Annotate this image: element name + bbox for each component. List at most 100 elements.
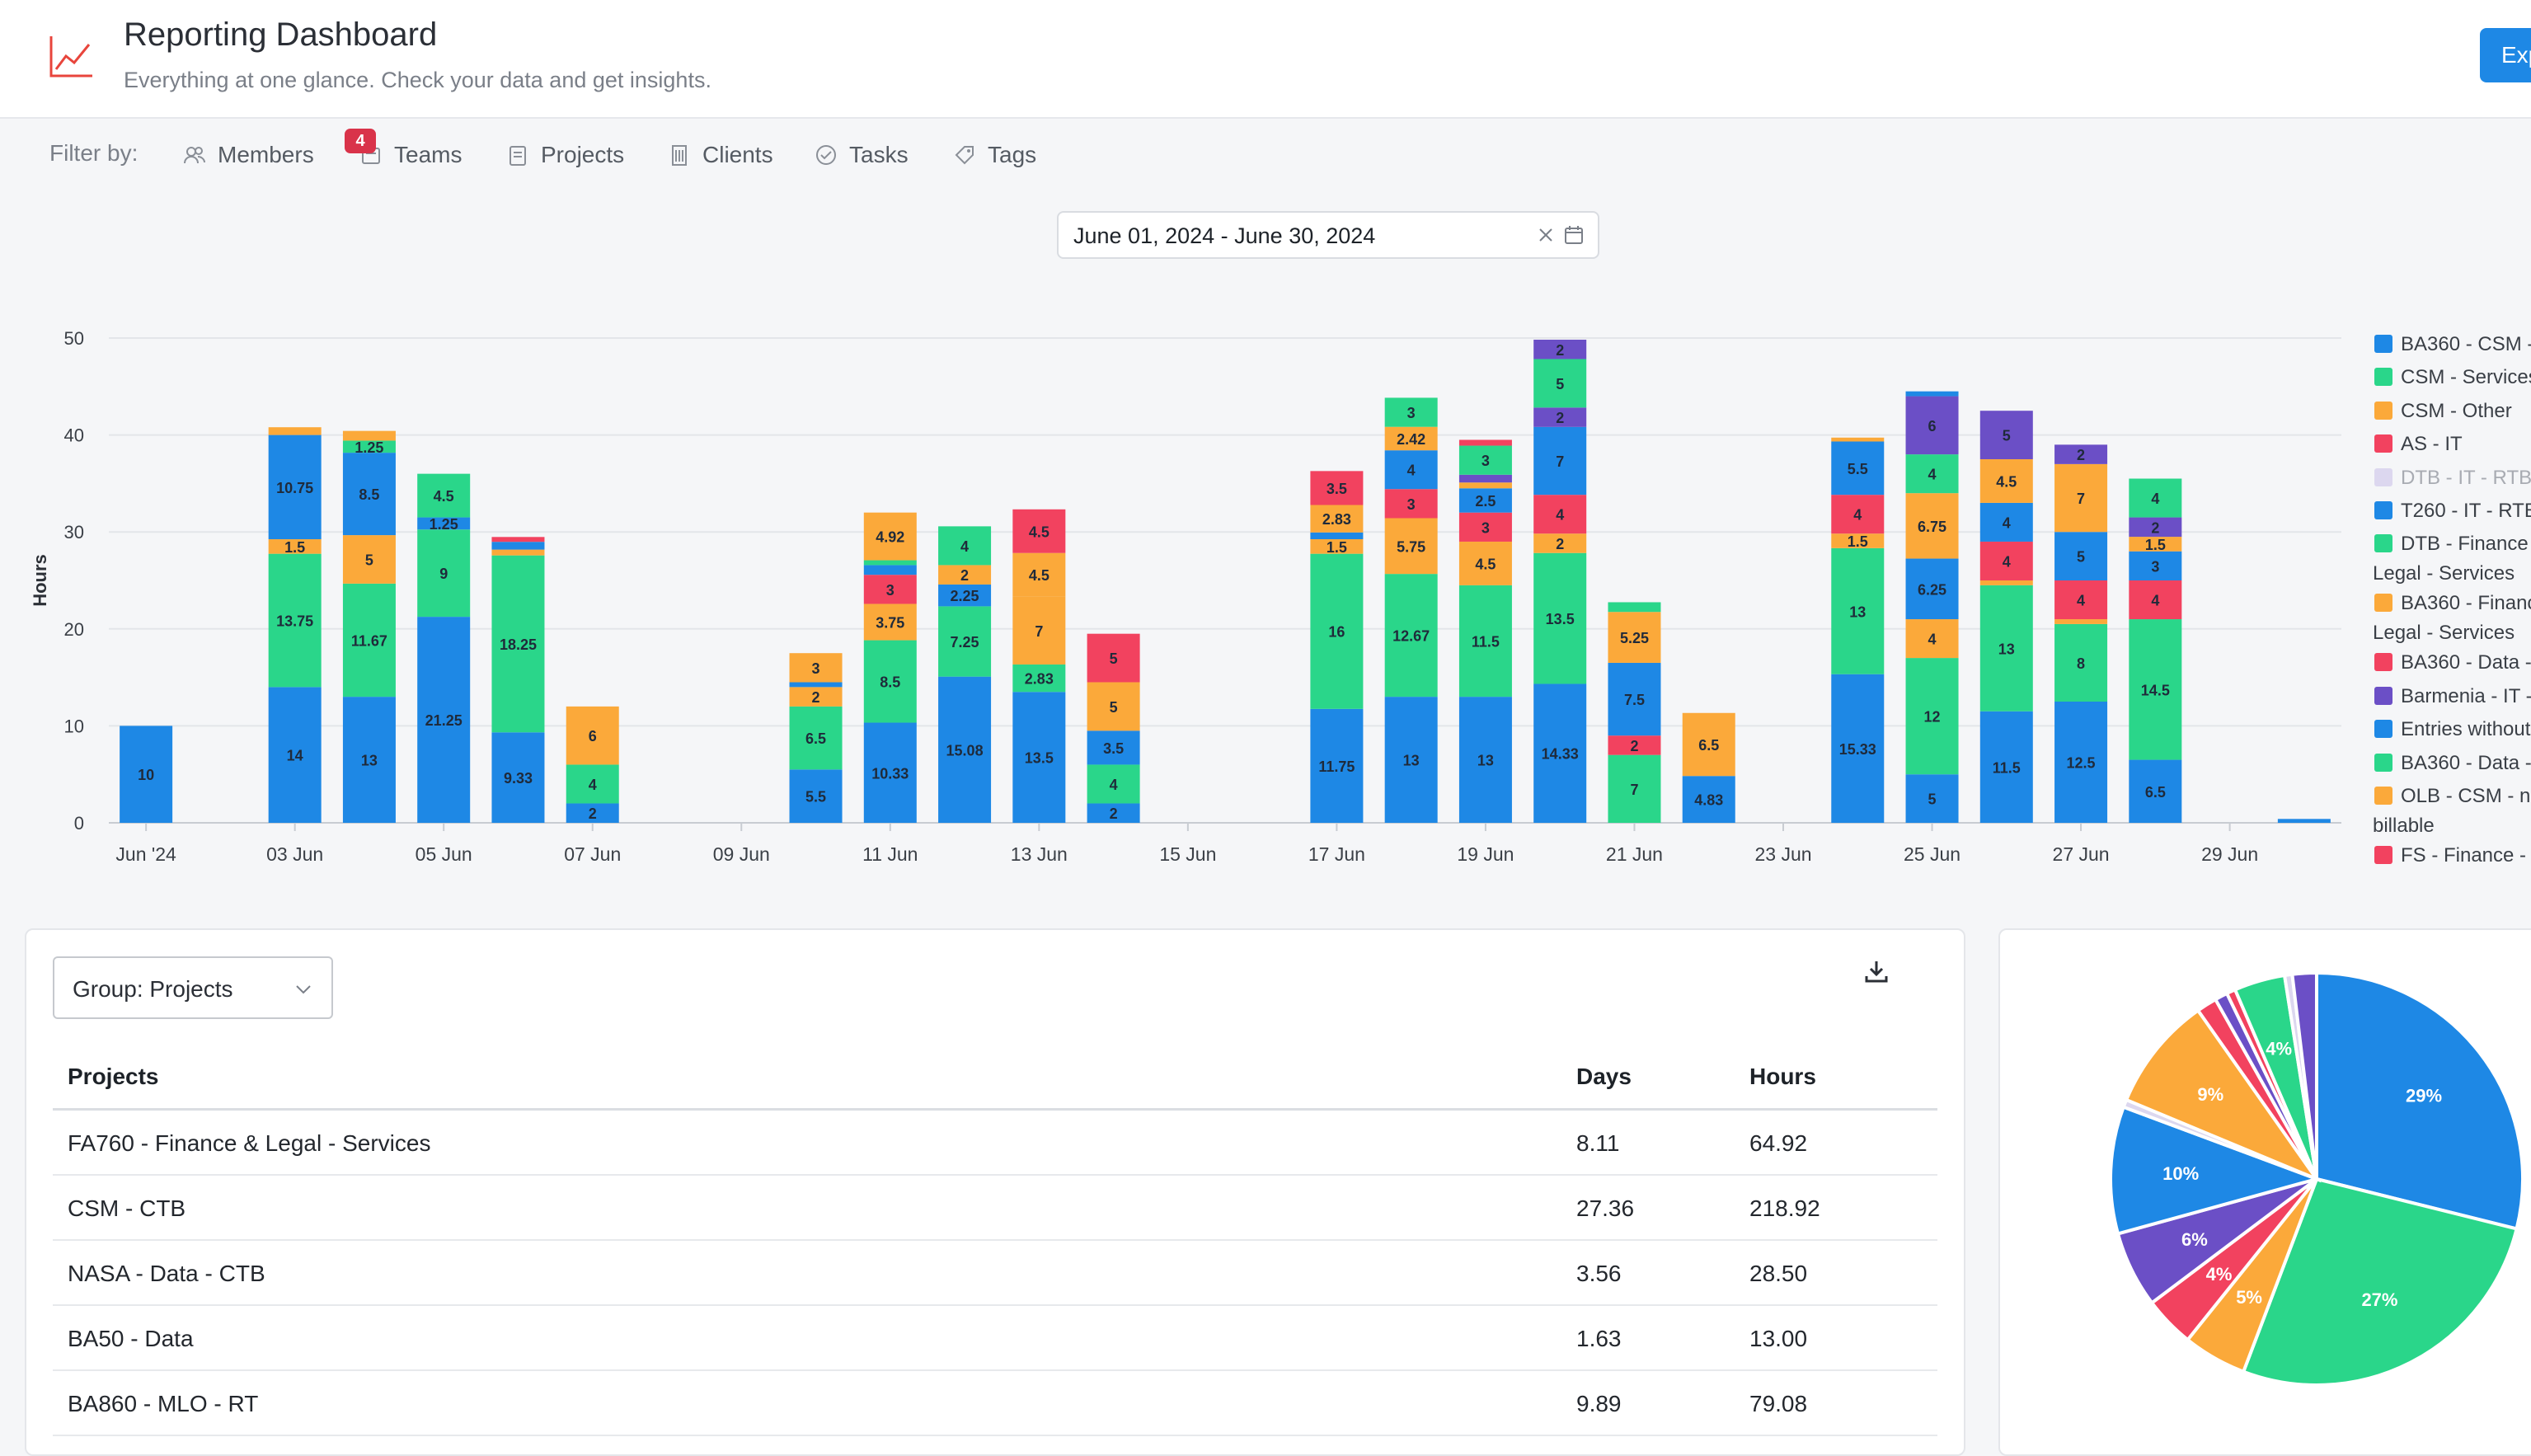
table-row[interactable]: BA860 - MLO - RT 9.89 79.08 <box>53 1371 1937 1436</box>
bar-segment[interactable] <box>1979 711 2033 823</box>
bar-segment[interactable] <box>417 617 471 823</box>
bar-segment[interactable] <box>1831 533 1885 548</box>
bar-segment[interactable] <box>2054 623 2108 702</box>
bar-segment[interactable] <box>1012 509 1066 553</box>
legend-item[interactable]: Entries without <box>2374 718 2530 741</box>
bar-segment[interactable] <box>1905 558 1959 620</box>
bar-segment[interactable] <box>1533 495 1587 534</box>
pie-slice[interactable] <box>2124 1007 2322 1183</box>
download-icon[interactable] <box>1863 958 1890 984</box>
bar-segment[interactable] <box>1905 391 1959 397</box>
calendar-icon[interactable] <box>1563 224 1585 246</box>
pie-slice[interactable] <box>2315 970 2524 1231</box>
bar-segment[interactable] <box>938 526 992 566</box>
date-range-picker[interactable]: June 01, 2024 - June 30, 2024 <box>1057 211 1599 259</box>
bar-segment[interactable] <box>1905 658 1959 775</box>
bar-segment[interactable] <box>863 575 917 604</box>
bar-segment[interactable] <box>863 560 917 566</box>
bar-segment[interactable] <box>1533 407 1587 427</box>
bar-segment[interactable] <box>938 584 992 607</box>
bar-segment[interactable] <box>1458 512 1512 542</box>
bar-segment[interactable] <box>1384 697 1438 823</box>
bar-segment[interactable] <box>1831 441 1885 496</box>
bar-segment[interactable] <box>417 517 471 530</box>
bar-segment[interactable] <box>268 427 322 435</box>
bar-segment[interactable] <box>1087 682 1140 731</box>
bar-segment[interactable] <box>1310 708 1364 823</box>
bar-segment[interactable] <box>342 697 396 823</box>
bar-segment[interactable] <box>1087 730 1140 765</box>
bar-segment[interactable] <box>2129 551 2182 580</box>
bar-segment[interactable] <box>863 640 917 723</box>
bar-segment[interactable] <box>1310 471 1364 505</box>
bar-segment[interactable] <box>1087 803 1140 823</box>
filter-teams[interactable]: Teams <box>359 142 462 168</box>
bar-segment[interactable] <box>1979 580 2033 585</box>
bar-segment[interactable] <box>1979 411 2033 459</box>
bar-segment[interactable] <box>1458 488 1512 513</box>
bar-segment[interactable] <box>1905 493 1959 559</box>
bar-segment[interactable] <box>1458 482 1512 489</box>
legend-item[interactable]: BA360 - CSM - <box>2374 333 2531 356</box>
bar-segment[interactable] <box>1533 533 1587 553</box>
bar-segment[interactable] <box>1012 552 1066 597</box>
legend-item[interactable]: BA360 - Data - <box>2374 752 2531 775</box>
bar-segment[interactable] <box>1384 518 1438 575</box>
bar-segment[interactable] <box>1831 674 1885 823</box>
bar-segment[interactable] <box>2054 702 2108 823</box>
bar-segment[interactable] <box>1458 445 1512 475</box>
bar-segment[interactable] <box>1458 439 1512 446</box>
bar-segment[interactable] <box>2277 819 2331 823</box>
bar-segment[interactable] <box>342 535 396 584</box>
bar-segment[interactable] <box>491 537 545 542</box>
bar-segment[interactable] <box>1012 664 1066 693</box>
pie-slice[interactable] <box>2241 1177 2519 1387</box>
bar-segment[interactable] <box>1384 426 1438 451</box>
bar-segment[interactable] <box>120 726 173 823</box>
bar-segment[interactable] <box>1831 547 1885 674</box>
bar-segment[interactable] <box>1979 541 2033 580</box>
legend-item[interactable]: T260 - IT - RTB <box>2374 500 2531 523</box>
bar-segment[interactable] <box>1458 697 1512 823</box>
bar-segment[interactable] <box>1012 692 1066 823</box>
bar-segment[interactable] <box>1682 776 1735 823</box>
bar-segment[interactable] <box>1979 502 2033 542</box>
bar-segment[interactable] <box>1012 596 1066 665</box>
bar-segment[interactable] <box>566 706 619 765</box>
bar-segment[interactable] <box>2129 478 2182 518</box>
export-button[interactable]: Exp <box>2480 28 2531 82</box>
bar-segment[interactable] <box>863 565 917 575</box>
bar-segment[interactable] <box>268 687 322 823</box>
bar-segment[interactable] <box>1087 633 1140 683</box>
bar-segment[interactable] <box>1905 774 1959 823</box>
bar-segment[interactable] <box>2054 619 2108 624</box>
bar-segment[interactable] <box>491 542 545 550</box>
pie-slice[interactable] <box>2290 970 2318 1180</box>
table-row[interactable]: BA50 - Data 1.63 13.00 <box>53 1306 1937 1371</box>
bar-segment[interactable] <box>1533 359 1587 408</box>
legend-item[interactable]: DTB - Finance Legal - Services <box>2373 533 2529 585</box>
clear-icon[interactable] <box>1535 224 1557 246</box>
bar-segment[interactable] <box>1831 495 1885 534</box>
filter-tags[interactable]: Tags <box>953 142 1036 168</box>
legend-item[interactable]: BA360 - Data - <box>2374 651 2531 674</box>
legend-item[interactable]: Barmenia - IT - <box>2374 685 2531 708</box>
bar-segment[interactable] <box>1608 735 1661 755</box>
bar-segment[interactable] <box>2054 532 2108 580</box>
bar-segment[interactable] <box>566 803 619 823</box>
bar-segment[interactable] <box>268 553 322 688</box>
bar-segment[interactable] <box>342 440 396 453</box>
bar-segment[interactable] <box>938 606 992 677</box>
group-select[interactable]: Group: Projects <box>53 956 333 1019</box>
bar-segment[interactable] <box>863 512 917 561</box>
legend-item[interactable]: FS - Finance - <box>2374 844 2526 867</box>
bar-segment[interactable] <box>342 453 396 536</box>
bar-segment[interactable] <box>789 653 843 683</box>
bar-segment[interactable] <box>566 764 619 804</box>
bar-segment[interactable] <box>342 583 396 697</box>
bar-segment[interactable] <box>1384 489 1438 519</box>
bar-segment[interactable] <box>1682 712 1735 777</box>
bar-segment[interactable] <box>2129 517 2182 538</box>
bar-segment[interactable] <box>938 565 992 585</box>
bar-segment[interactable] <box>2129 580 2182 620</box>
